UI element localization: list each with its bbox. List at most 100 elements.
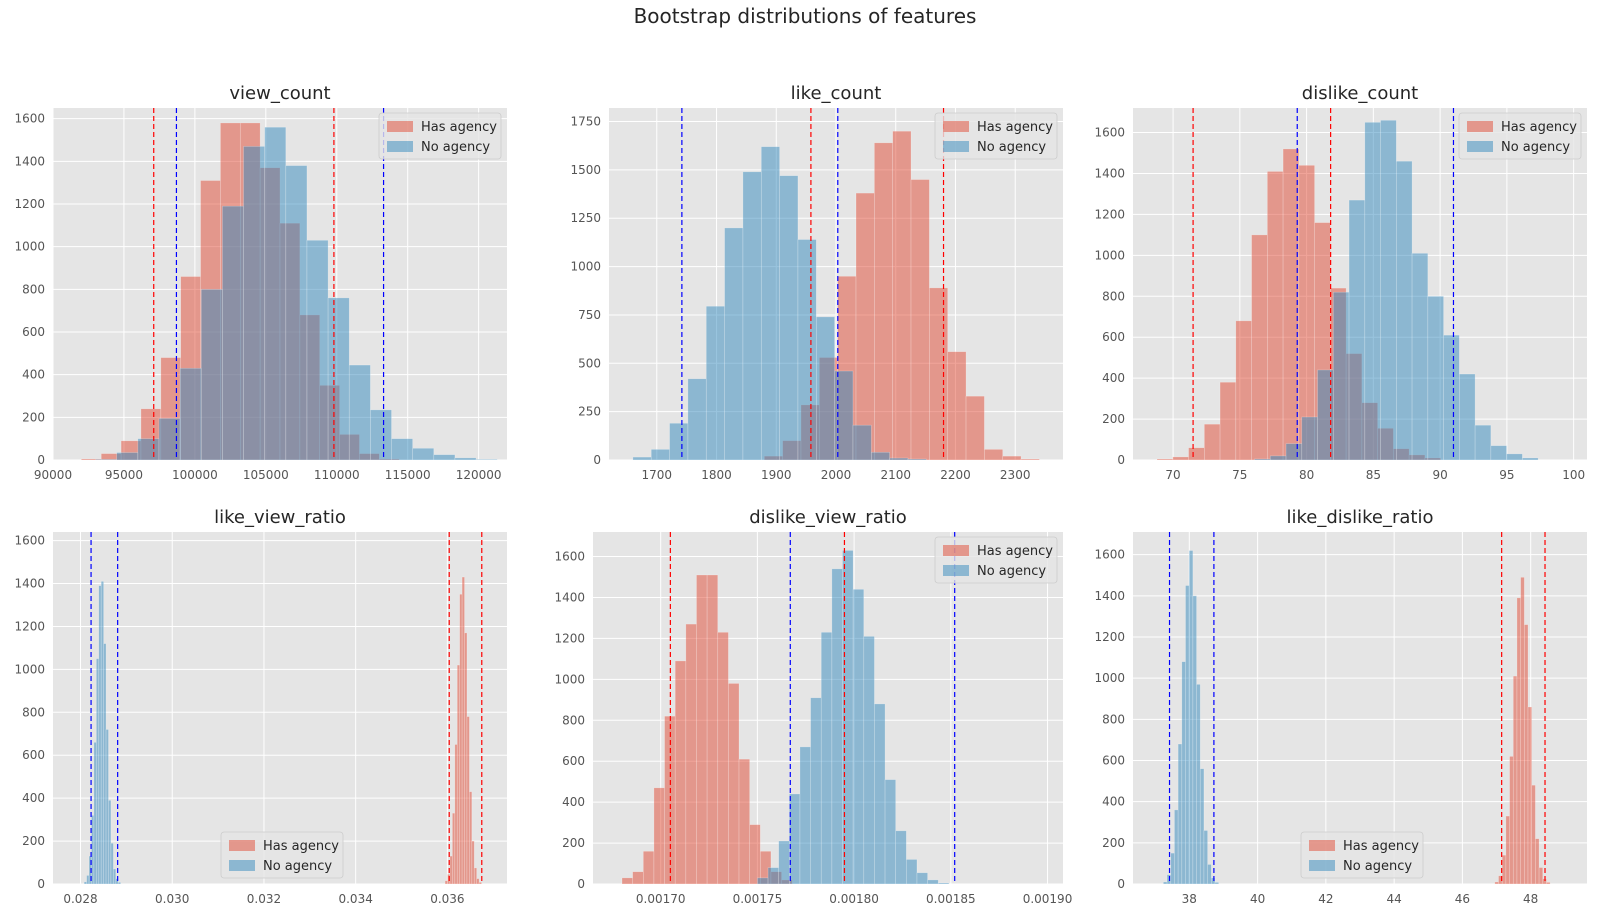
x-tick-label: 38 — [1182, 892, 1197, 906]
histogram-bar — [760, 146, 780, 460]
histogram-bar — [243, 146, 265, 460]
histogram-bar — [696, 574, 708, 884]
y-tick-label: 1000 — [570, 260, 601, 274]
x-tick-label: 105000 — [243, 468, 289, 482]
histogram-bar — [473, 867, 477, 884]
y-tick-label: 1000 — [1094, 671, 1125, 685]
legend: Has agency No agency — [378, 112, 502, 160]
y-tick-label: 1400 — [14, 154, 45, 168]
histogram-bar — [412, 447, 435, 460]
histogram-bar — [1546, 882, 1551, 884]
histogram-bar — [1520, 576, 1525, 884]
histogram-bar — [115, 878, 119, 884]
legend-swatch — [387, 141, 413, 152]
y-tick-label: 1600 — [1094, 126, 1125, 140]
histogram-bar — [937, 882, 950, 884]
x-tick-label: 120000 — [456, 468, 502, 482]
histogram-bar — [100, 581, 104, 884]
subplot-title: view_count — [229, 83, 330, 104]
histogram-bar — [103, 643, 107, 884]
x-tick-label: 90000 — [34, 468, 72, 482]
histogram-bar — [916, 872, 928, 884]
histogram-bar — [137, 438, 160, 460]
histogram-bar — [1380, 119, 1397, 460]
histogram-bar — [1181, 661, 1186, 884]
histogram-bar — [984, 449, 1004, 460]
histogram-bar — [200, 289, 223, 460]
subplot-title: like_view_ratio — [214, 507, 346, 528]
histogram-bar — [444, 880, 448, 884]
histogram-bar — [1364, 122, 1381, 460]
subplot-title: dislike_count — [1302, 83, 1418, 104]
histogram-bar — [1411, 253, 1429, 460]
histogram-bar — [687, 378, 707, 460]
legend-swatch — [943, 141, 969, 152]
x-tick-label: 0.00185 — [926, 892, 976, 906]
x-tick-label: 2100 — [880, 468, 911, 482]
histogram-bar — [653, 787, 665, 884]
y-tick-label: 250 — [578, 405, 601, 419]
histogram-bar — [454, 457, 477, 460]
histogram-bar — [910, 179, 930, 460]
histogram-bar — [831, 568, 843, 884]
histogram-bar — [91, 815, 95, 884]
legend-label: No agency — [263, 859, 332, 874]
histogram-bar — [1524, 624, 1529, 884]
histogram-bar — [105, 729, 109, 884]
histogram-bar — [874, 142, 893, 460]
histogram-bar — [1204, 423, 1221, 460]
histogram-bar — [863, 636, 875, 884]
subplot-title: like_dislike_ratio — [1286, 507, 1433, 528]
y-tick-label: 1200 — [14, 197, 45, 211]
histogram-bar — [927, 879, 939, 884]
legend-label: No agency — [977, 564, 1046, 579]
histogram-bar — [884, 779, 896, 884]
x-tick-label: 44 — [1386, 892, 1401, 906]
y-tick-label: 1400 — [554, 590, 585, 604]
x-tick-label: 95000 — [105, 468, 143, 482]
subplot-like_view_ratio: 0.028 0.030 0.032 0.034 0.036 0 200 400 600 800 10… — [14, 507, 507, 906]
y-tick-label: 600 — [1102, 753, 1125, 767]
histogram-bar — [834, 370, 854, 460]
y-tick-label: 1000 — [554, 672, 585, 686]
histogram-bar — [789, 793, 801, 884]
legend-swatch — [1467, 121, 1493, 132]
histogram-bar — [799, 746, 811, 884]
histogram-bar — [1490, 445, 1507, 460]
histogram-bar — [621, 877, 633, 884]
x-tick-label: 100000 — [172, 468, 218, 482]
legend-label: No agency — [421, 140, 490, 155]
histogram-bar — [83, 881, 87, 884]
y-tick-label: 1500 — [570, 163, 601, 177]
y-tick-label: 1600 — [554, 550, 585, 564]
histogram-bar — [110, 842, 114, 884]
subplot-dislike_view_ratio: 0.00170 0.00175 0.00180 0.00185 0.00190 0 200 4… — [554, 507, 1072, 906]
legend-swatch — [943, 121, 969, 132]
histogram-bar — [96, 658, 100, 884]
legend-swatch — [943, 545, 969, 556]
legend-label: Has agency — [977, 120, 1053, 135]
y-tick-label: 0 — [1117, 877, 1125, 891]
y-tick-label: 600 — [22, 325, 45, 339]
histogram-bar — [1506, 453, 1523, 460]
histogram-bar — [98, 585, 102, 884]
histogram-bar — [449, 855, 453, 884]
histogram-bar — [810, 697, 822, 884]
histogram-bar — [669, 422, 689, 460]
y-tick-label: 200 — [562, 836, 585, 850]
histogram-bar — [1192, 595, 1197, 884]
legend: Has agency No agency — [220, 831, 344, 879]
histogram-bar — [1214, 882, 1219, 884]
histogram-bar — [1509, 756, 1514, 884]
histogram-bar — [797, 239, 817, 460]
histogram-bar — [1427, 295, 1444, 460]
y-tick-label: 1600 — [14, 112, 45, 126]
histogram-bar — [1512, 675, 1518, 884]
legend: Has agency No agency — [934, 536, 1058, 584]
y-tick-label: 1200 — [554, 631, 585, 645]
histogram-bar — [1535, 838, 1540, 884]
histogram-bar — [728, 683, 740, 884]
histogram-bar — [642, 850, 655, 884]
x-tick-label: 0.032 — [247, 892, 281, 906]
histogram-bar — [738, 758, 750, 884]
